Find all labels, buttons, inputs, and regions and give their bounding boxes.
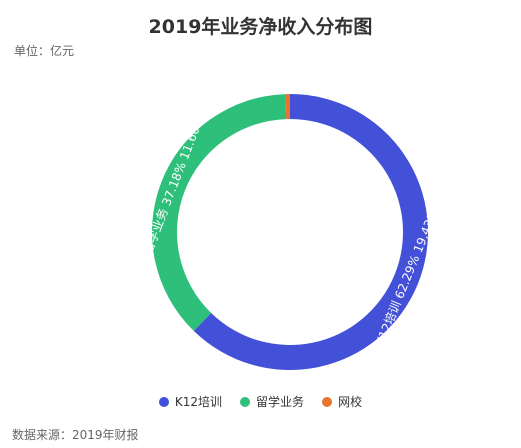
donut-slice-online-school[interactable] <box>285 94 290 120</box>
unit-label: 单位：亿元 <box>14 44 75 58</box>
legend-label-online-school: 网校 <box>338 395 363 409</box>
legend-item-k12[interactable]: K12培训 <box>158 393 223 410</box>
legend-marker-online-school <box>322 396 333 407</box>
donut-slice-study-abroad[interactable] <box>151 94 287 331</box>
chart-legend: K12培训 留学业务 网校 <box>0 393 521 410</box>
chart-title: 2019年业务净收入分布图 <box>148 16 373 38</box>
legend-label-study-abroad: 留学业务 <box>256 395 305 409</box>
data-source: 数据来源：2019年财报 <box>12 428 139 442</box>
donut-slice-k12[interactable] <box>193 94 428 370</box>
legend-label-k12: K12培训 <box>174 395 223 409</box>
legend-item-online-school[interactable]: 网校 <box>322 393 362 410</box>
legend-marker-k12 <box>158 396 169 407</box>
legend-marker-study-abroad <box>240 396 251 407</box>
legend-item-study-abroad[interactable]: 留学业务 <box>240 393 304 410</box>
